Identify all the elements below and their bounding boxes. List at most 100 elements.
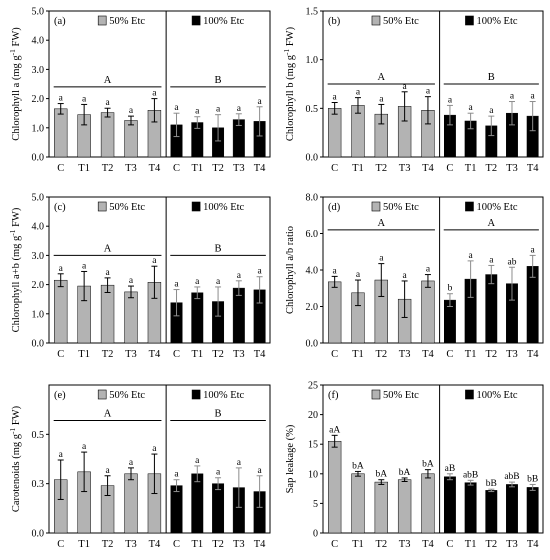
y-tick-label: 10 <box>308 469 318 480</box>
x-tick-label: T3 <box>125 349 137 360</box>
data-label: a <box>82 261 87 271</box>
bar <box>421 280 435 344</box>
legend-label: 100% Etc <box>476 390 517 401</box>
y-tick-label: 4.0 <box>32 222 45 233</box>
y-axis-label: Chlorophyll a (mg g-1 FW) <box>8 27 22 141</box>
data-label: a <box>258 466 263 476</box>
y-tick-label: 6.0 <box>306 229 319 240</box>
data-label: a <box>403 271 408 281</box>
group-letter: A <box>378 218 386 229</box>
data-label: a <box>379 94 384 104</box>
legend-label: 100% Etc <box>476 202 517 213</box>
x-tick-label: C <box>446 163 453 174</box>
legend-label: 50% Etc <box>109 16 145 27</box>
y-tick-label: 2.0 <box>306 302 319 313</box>
x-tick-label: T4 <box>422 163 434 174</box>
chart-panel-2: 0.0 0.5 1.0 1.5 Chlorophyll b (mg g-1 FW) (b)… <box>282 7 544 174</box>
bar <box>506 484 518 534</box>
bar <box>327 108 342 158</box>
legend-label: 100% Etc <box>203 16 244 27</box>
data-label: bB <box>527 474 538 484</box>
bar <box>327 440 342 534</box>
legend-label: 100% Etc <box>203 202 244 213</box>
group-letter: B <box>215 409 222 420</box>
x-tick-label: T4 <box>422 539 434 550</box>
x-tick-label: T2 <box>485 163 497 174</box>
x-tick-label: C <box>57 539 64 550</box>
y-tick-label: 0.0 <box>32 153 45 164</box>
data-label: bA <box>352 461 364 471</box>
x-tick-label: T1 <box>352 539 364 550</box>
legend-label: 50% Etc <box>109 390 145 401</box>
data-label: a <box>448 95 453 105</box>
data-label: aB <box>445 464 456 474</box>
x-tick-label: T4 <box>149 349 161 360</box>
data-label: bA <box>375 470 387 480</box>
bar <box>444 476 456 534</box>
data-label: a <box>105 268 110 278</box>
legend-swatch <box>371 15 381 26</box>
y-tick-label: 5.0 <box>32 7 45 18</box>
data-label: a <box>152 256 157 266</box>
y-axis-label: Sap leakage (%) <box>285 424 296 493</box>
y-tick-label: 15 <box>308 440 318 451</box>
x-tick-label: T2 <box>212 163 224 174</box>
bar <box>374 481 388 534</box>
x-tick-label: T2 <box>375 539 387 550</box>
data-label: ab <box>507 257 516 267</box>
legend-swatch <box>371 389 381 400</box>
chart-panel-5: 0.0 0.3 0.5 Carotenoids (mg g-1 FW) (e) 50% E… <box>8 384 271 550</box>
legend-label: 50% Etc <box>109 202 145 213</box>
bar <box>54 108 68 158</box>
data-label: a <box>105 98 110 108</box>
group-letter: B <box>488 72 495 83</box>
y-tick-label: 4.0 <box>32 36 45 47</box>
y-tick-label: 1.5 <box>306 7 319 18</box>
data-label: a <box>152 89 157 99</box>
panel-label: (d) <box>328 202 341 213</box>
x-tick-label: T2 <box>102 349 114 360</box>
x-tick-label: C <box>446 349 453 360</box>
data-label: a <box>237 104 242 114</box>
bar <box>485 274 498 344</box>
legend-swatch <box>191 15 201 26</box>
x-tick-label: T4 <box>254 539 266 550</box>
group-letter: A <box>488 218 496 229</box>
data-label: aA <box>329 425 340 435</box>
y-tick-label: 0.0 <box>32 529 45 540</box>
data-label: a <box>333 266 338 276</box>
data-label: a <box>152 444 157 454</box>
data-label: a <box>129 458 134 468</box>
y-tick-label: 5.0 <box>32 193 45 204</box>
y-tick-label: 0.0 <box>32 339 45 350</box>
legend-swatch <box>465 201 474 212</box>
legend-label: 50% Etc <box>383 202 419 213</box>
data-label: a <box>195 277 200 287</box>
legend-swatch <box>191 389 201 400</box>
x-tick-label: C <box>57 349 64 360</box>
y-tick-label: 1.0 <box>32 123 45 134</box>
panel-label: (a) <box>54 16 66 27</box>
y-tick-label: 1.0 <box>306 55 319 66</box>
legend-swatch <box>371 201 381 212</box>
x-tick-label: T4 <box>149 163 161 174</box>
x-tick-label: C <box>331 163 338 174</box>
y-axis-label: Chlorophyll a+b (mg g-1 FW) <box>8 207 22 332</box>
data-label: a <box>469 103 474 113</box>
data-label: bA <box>399 468 411 478</box>
x-tick-label: T3 <box>233 349 245 360</box>
y-tick-label: 5 <box>313 499 318 510</box>
data-label: b <box>448 284 453 294</box>
chart-panel-1: 0.0 1.0 2.0 3.0 4.0 5.0 Chlorophyll a (mg g-1 … <box>8 7 271 174</box>
group-letter: A <box>378 72 386 83</box>
y-tick-label: 3.0 <box>32 251 45 262</box>
data-label: a <box>531 245 536 255</box>
y-tick-label: 20 <box>308 410 318 421</box>
bar <box>212 483 225 534</box>
data-label: a <box>237 458 242 468</box>
x-tick-label: T3 <box>506 539 518 550</box>
data-label: a <box>129 106 134 116</box>
x-tick-label: T2 <box>485 539 497 550</box>
data-label: a <box>195 107 200 117</box>
